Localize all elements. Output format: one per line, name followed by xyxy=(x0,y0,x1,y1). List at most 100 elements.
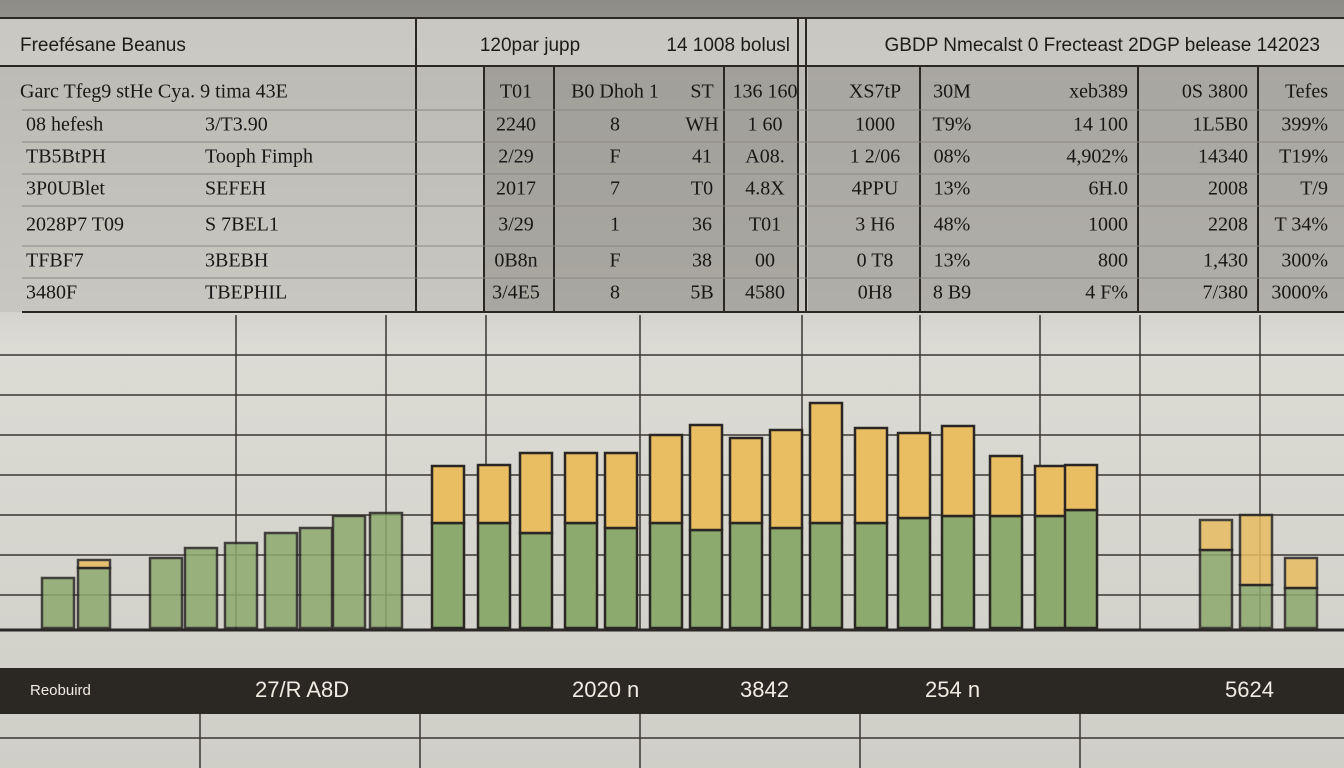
footer-label: 2020 n xyxy=(572,677,639,702)
table-cell: 7/380 xyxy=(1202,282,1248,304)
table-cell: 1L5B0 xyxy=(1192,114,1248,136)
footer-label: 3842 xyxy=(740,677,789,702)
bar-segment xyxy=(1198,548,1234,630)
table-cell: 2/29 xyxy=(498,146,534,168)
row-value: 3/T3.90 xyxy=(205,114,268,136)
bar-segment xyxy=(1033,514,1069,630)
table-cell: 6H.0 xyxy=(1089,178,1128,200)
bar-segment xyxy=(1033,464,1069,518)
table-cell: 0S 3800 xyxy=(1182,81,1248,103)
table-cell: 800 xyxy=(1098,250,1128,272)
table-cell: 00 xyxy=(755,250,775,272)
table-cell: 13% xyxy=(934,178,971,200)
table-cell: 3/29 xyxy=(498,214,534,236)
table-cell: B0 Dhoh 1 xyxy=(571,81,659,103)
table-cell: A08. xyxy=(745,146,784,168)
bar-segment xyxy=(430,464,466,525)
table-cell: 136 160 xyxy=(733,81,798,103)
bar-segment xyxy=(853,426,889,525)
row-value: SEFEH xyxy=(205,178,266,200)
table-cell: 14 100 xyxy=(1073,114,1128,136)
header-title: Freefésane Beanus xyxy=(20,35,186,56)
bar-segment xyxy=(768,526,804,630)
bar-segment xyxy=(988,514,1024,630)
bar-segment xyxy=(728,521,764,630)
bar-segment xyxy=(768,428,804,530)
table-cell: 1000 xyxy=(1088,214,1128,236)
table-cell: 4.8X xyxy=(745,178,785,200)
bar-segment xyxy=(896,431,932,520)
bar-segment xyxy=(1063,508,1099,630)
bar-segment xyxy=(263,531,299,630)
bar-segment xyxy=(368,511,404,630)
header-cell: GBDP Nmecalst 0 Frecteast 2DGP belease 1… xyxy=(885,35,1320,56)
bar-segment xyxy=(940,424,976,518)
table-cell: 1 60 xyxy=(748,114,783,136)
table-cell: 8 xyxy=(610,282,620,304)
bar-segment xyxy=(808,401,844,525)
table-cell: 399% xyxy=(1281,114,1328,136)
table-panel xyxy=(0,17,1344,313)
bar-segment xyxy=(1063,463,1099,512)
table-cell: 1000 xyxy=(855,114,895,136)
row-label: 3480F xyxy=(26,282,77,304)
table-cell: 2208 xyxy=(1208,214,1248,236)
bar-segment xyxy=(853,521,889,630)
row-label: 08 hefesh xyxy=(26,114,103,136)
table-cell: 4580 xyxy=(745,282,785,304)
table-cell: 3/4E5 xyxy=(492,282,540,304)
row-value: 3BEBH xyxy=(205,250,268,272)
bar-segment xyxy=(603,526,639,630)
table-cell: 3 H6 xyxy=(855,214,894,236)
table-cell: 2017 xyxy=(496,178,536,200)
bar-segment xyxy=(688,423,724,532)
table-cell: 48% xyxy=(934,214,971,236)
table-cell: 4,902% xyxy=(1066,146,1128,168)
table-cell: T 34% xyxy=(1274,214,1328,236)
table-cell: XS7tP xyxy=(849,81,901,103)
table-cell: 1,430 xyxy=(1203,250,1248,272)
row-value: TBEPHIL xyxy=(205,282,287,304)
table-cell: 14340 xyxy=(1198,146,1248,168)
bar-segment xyxy=(648,521,684,630)
footer-bar xyxy=(0,668,1344,714)
table-cell: ST xyxy=(690,81,713,103)
table-cell: WH xyxy=(685,114,718,136)
table-cell: T9% xyxy=(933,114,972,136)
table-cell: 38 xyxy=(692,250,712,272)
table-cell: T01 xyxy=(500,81,532,103)
table-cell: 1 2/06 xyxy=(850,146,901,168)
bar-segment xyxy=(563,451,599,525)
row-value: Tooph Fimph xyxy=(205,146,313,168)
table-cell: 2240 xyxy=(496,114,536,136)
bar-segment xyxy=(940,514,976,630)
table-cell: 300% xyxy=(1281,250,1328,272)
table-cell: 41 xyxy=(692,146,712,168)
table-cell: 13% xyxy=(934,250,971,272)
table: Garc Tfeg9 stHe Cya. 9 tima 43E T01 B0 Dho… xyxy=(20,81,1328,304)
bar-segment xyxy=(563,521,599,630)
footer-label: 27/R A8D xyxy=(255,677,349,702)
header-cell: 120par jupp xyxy=(480,35,580,56)
bar-segment xyxy=(40,576,76,630)
table-cell: T01 xyxy=(749,214,781,236)
row-label: TFBF7 xyxy=(26,250,84,272)
row-label: 2028P7 T09 xyxy=(26,214,124,236)
bar-segment xyxy=(76,558,112,570)
bar-segment xyxy=(1238,513,1274,587)
table-cell: 7 xyxy=(610,178,620,200)
bar-segment xyxy=(183,546,219,630)
row-label: 3P0UBlet xyxy=(26,178,105,200)
table-cell: 1 xyxy=(610,214,620,236)
bar-segment xyxy=(988,454,1024,518)
bar-segment xyxy=(1283,586,1319,630)
bar-segment xyxy=(518,451,554,535)
table-cell: xeb389 xyxy=(1069,81,1128,103)
bar-segment xyxy=(148,556,184,630)
table-cell: 4 F% xyxy=(1085,282,1128,304)
bar-segment xyxy=(76,566,112,630)
bar-segment xyxy=(298,526,334,630)
bar-segment xyxy=(1283,556,1319,590)
